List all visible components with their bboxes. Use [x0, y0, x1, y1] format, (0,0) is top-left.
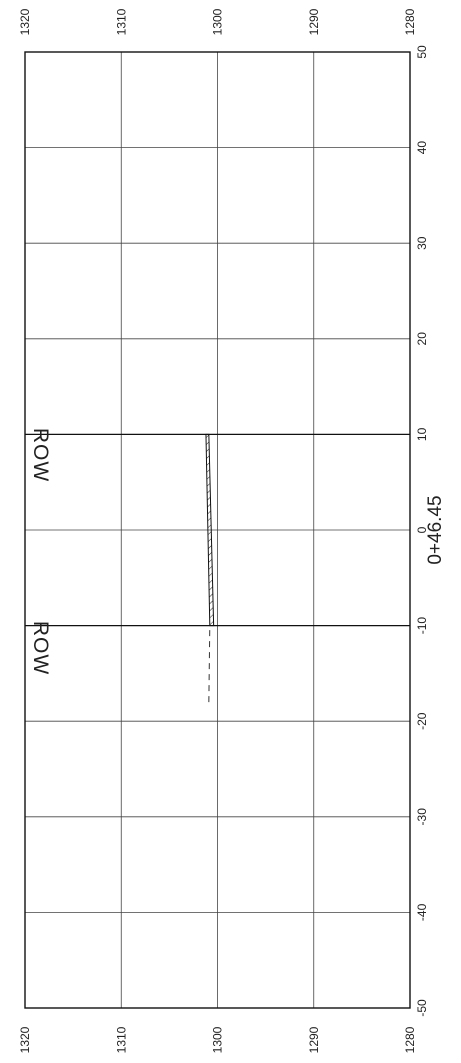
offset-tick-label: 50 — [415, 45, 429, 59]
elevation-label-bottom: 1310 — [114, 1026, 128, 1053]
offset-tick-label: -40 — [415, 903, 429, 921]
row-label-left: ROW — [29, 621, 52, 675]
offset-tick-labels: -50 -40 -30 -20 -10 0 10 20 30 40 50 — [415, 45, 429, 1017]
elevation-label-bottom: 1280 — [403, 1026, 417, 1053]
elevation-label-bottom: 1300 — [211, 1026, 225, 1053]
proposed-surface — [205, 433, 215, 627]
elevation-label-bottom: 1290 — [307, 1026, 321, 1053]
plot-border — [24, 51, 411, 1009]
offset-tick-label: 40 — [415, 141, 429, 155]
offset-tick-label: -50 — [415, 999, 429, 1017]
existing-ground-line — [208, 625, 211, 703]
offset-tick-label: 30 — [415, 236, 429, 250]
row-label-right: ROW — [29, 428, 52, 482]
elevation-labels-top: 1320 1310 1300 1290 1280 — [18, 8, 417, 35]
row-boundaries — [25, 433, 410, 627]
elevation-label-top: 1300 — [211, 8, 225, 35]
elevation-labels-left: 1320 1310 1300 1290 1280 — [18, 1026, 417, 1053]
elevation-label-top: 1280 — [403, 8, 417, 35]
offset-tick-label: -20 — [415, 712, 429, 730]
elevation-label-bottom: 1320 — [18, 1026, 32, 1053]
elevation-label-top: 1290 — [307, 8, 321, 35]
elevation-label-top: 1320 — [18, 8, 32, 35]
elevation-label-top: 1310 — [114, 8, 128, 35]
offset-tick-label: 10 — [415, 427, 429, 441]
offset-tick-label: 20 — [415, 332, 429, 346]
profile-surfaces — [205, 433, 215, 703]
offset-tick-label: -10 — [415, 617, 429, 635]
station-label: 0+46.45 — [425, 495, 446, 564]
offset-tick-label: -30 — [415, 808, 429, 826]
offset-tick-label: 0 — [415, 526, 429, 533]
grid-lines — [24, 51, 411, 1009]
